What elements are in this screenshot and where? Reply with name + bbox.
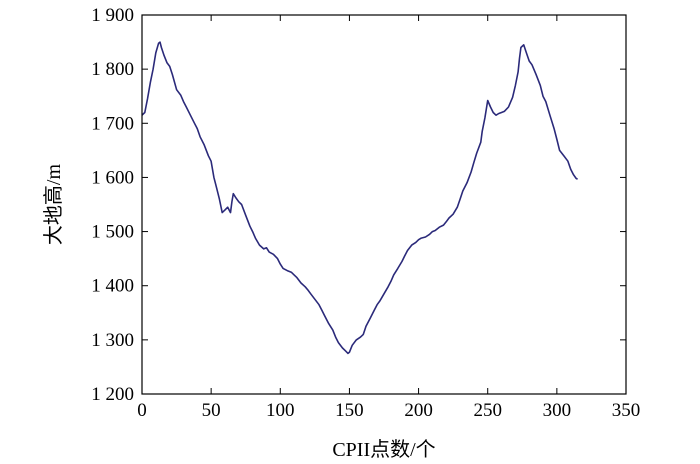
x-tick-label: 350: [612, 400, 641, 421]
x-tick-label: 0: [137, 400, 147, 421]
y-tick-label: 1 300: [91, 330, 134, 351]
y-tick-label: 1 600: [91, 167, 134, 188]
x-tick-label: 100: [266, 400, 295, 421]
y-tick-label: 1 900: [91, 5, 134, 26]
x-tick-label: 250: [473, 400, 502, 421]
plot-frame: [141, 14, 627, 395]
x-tick-label: 200: [404, 400, 433, 421]
y-tick-label: 1 200: [91, 384, 134, 405]
x-tick-label: 300: [543, 400, 572, 421]
axis-ticks: [141, 14, 627, 395]
x-tick-label: 150: [335, 400, 364, 421]
y-tick-label: 1 800: [91, 59, 134, 80]
y-tick-labels: 1 200 1 300 1 400 1 500 1 600 1 700 1 800 1 900: [91, 5, 134, 405]
y-tick-label: 1 400: [91, 276, 134, 297]
y-tick-label: 1 500: [91, 222, 134, 243]
x-tick-label: 50: [202, 400, 221, 421]
y-tick-label: 1 700: [91, 113, 134, 134]
x-axis-title: CPII点数/个: [332, 438, 435, 461]
x-tick-labels: 0 50 100 150 200 250 300 350: [137, 400, 640, 421]
y-axis-title: 大地高/m: [42, 164, 65, 246]
series-line: [141, 41, 578, 355]
